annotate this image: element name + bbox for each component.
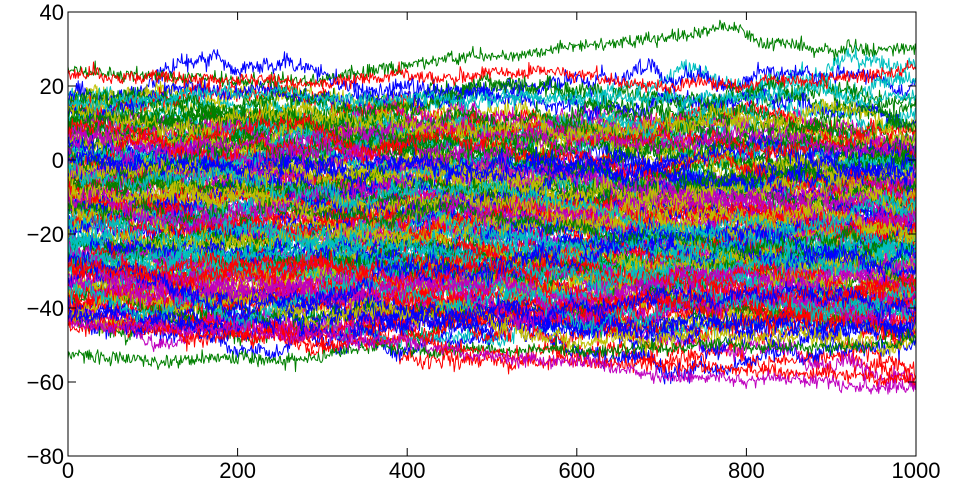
tick-layer — [67, 11, 917, 457]
series-line-1 — [68, 60, 916, 94]
y-tick-label: −40 — [27, 296, 64, 321]
y-tick-label: −80 — [27, 444, 64, 469]
series-line — [68, 98, 916, 146]
x-tick-label: 0 — [62, 458, 74, 482]
series-line — [68, 117, 916, 207]
series-line — [68, 100, 916, 164]
y-tick-label: −20 — [27, 222, 64, 247]
series-line — [68, 241, 916, 304]
series-line — [68, 141, 916, 207]
series-layer — [68, 19, 916, 395]
x-tick-label: 800 — [728, 458, 765, 482]
series-line — [68, 288, 916, 358]
series-line — [68, 131, 916, 191]
series-line-3 — [68, 328, 916, 373]
series-line — [68, 157, 916, 241]
series-line-2 — [68, 81, 916, 113]
y-tick-label: 0 — [52, 148, 64, 173]
x-tick-label: 1000 — [892, 458, 941, 482]
x-tick-label: 600 — [558, 458, 595, 482]
series-line-5 — [68, 318, 916, 395]
x-tick-label: 400 — [389, 458, 426, 482]
y-tick-label: −60 — [27, 370, 64, 395]
series-line — [68, 192, 916, 259]
series-line — [68, 72, 916, 134]
y-tick-label: 40 — [40, 0, 64, 25]
series-line — [68, 155, 916, 207]
series-line — [68, 217, 916, 317]
x-tick-label: 200 — [219, 458, 256, 482]
y-tick-label: 20 — [40, 74, 64, 99]
series-line — [68, 281, 916, 360]
series-line — [68, 181, 916, 243]
